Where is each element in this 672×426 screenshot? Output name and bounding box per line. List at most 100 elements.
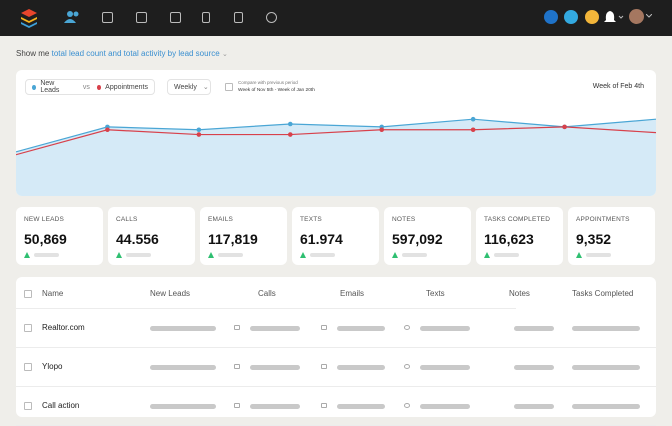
value-placeholder [514,404,554,409]
filter-line: Show me total lead count and total activ… [16,49,228,58]
trend-placeholder [494,253,519,257]
row-name[interactable]: Ylopo [42,362,63,371]
column-header[interactable]: New Leads [150,289,191,298]
channel-icon [234,364,240,369]
column-header[interactable]: Name [42,289,64,298]
compare-label: Compare with previous period [238,80,298,85]
stat-label: TASKS COMPLETED [484,216,551,223]
legend-vs: vs [82,83,90,91]
filter-prefix: Show me [16,49,50,58]
value-placeholder [572,404,640,409]
value-placeholder [150,326,216,331]
row-divider [16,347,656,348]
channel-icon [404,325,410,330]
series-line [16,126,656,156]
compare-range: Week of Nov 5th - Week of Jan 20th [238,88,315,93]
column-header[interactable]: Emails [340,289,365,298]
stat-card: NOTES 597,092 [384,207,471,265]
channel-icon [321,325,327,330]
trend-placeholder [34,253,59,257]
legend-first: New Leads [40,80,60,94]
trend-up-icon [24,252,30,258]
value-placeholder [337,365,385,370]
avatar[interactable] [629,9,644,24]
legend-dot [96,84,102,90]
avatar-caret [646,14,652,18]
mail-icon[interactable] [585,10,599,24]
stat-label: EMAILS [208,216,234,223]
people-icon[interactable] [64,10,80,24]
value-placeholder [572,326,640,331]
channel-icon [234,325,240,330]
value-placeholder [337,326,385,331]
interval-caret: ⌄ [202,84,209,91]
current-week: Week of Feb 4th [592,83,644,90]
inbox-icon[interactable] [102,12,113,23]
report-icon[interactable] [234,12,243,23]
chat-icon[interactable] [564,10,578,24]
chart-card: New Leads vs Appointments Weekly ⌄ Compa… [16,70,656,196]
row-name[interactable]: Call action [42,401,80,410]
value-placeholder [420,365,470,370]
point [287,132,293,137]
value-placeholder [250,326,300,331]
header-checkbox[interactable] [24,290,32,298]
point [105,127,110,133]
point [287,121,293,127]
stat-card: EMAILS 117,819 [200,207,287,265]
page: Show me total lead count and total activ… [0,0,672,417]
value-placeholder [337,404,385,409]
value-placeholder [250,365,300,370]
value-placeholder [514,365,554,370]
clipboard-icon[interactable] [202,12,210,23]
channel-icon [404,403,410,408]
stat-value: 116,623 [484,231,534,247]
stat-card: NEW LEADS 50,869 [16,207,103,265]
stat-value: 9,352 [576,231,612,247]
column-header[interactable]: Texts [426,289,445,298]
row-divider [16,386,656,387]
trend-up-icon [116,252,122,258]
row-checkbox[interactable] [24,402,32,410]
column-header[interactable]: Calls [258,289,276,298]
legend-pill[interactable]: New Leads vs Appointments [25,79,155,95]
stat-label: APPOINTMENTS [576,216,630,223]
interval-select[interactable]: Weekly ⌄ [167,79,211,95]
compare-checkbox[interactable] [225,83,233,91]
interval-label: Weekly [174,83,197,91]
series-line [16,118,656,153]
trend-placeholder [310,253,335,257]
trend-up-icon [576,252,582,258]
trend-placeholder [402,253,427,257]
channel-icon [321,403,327,408]
legend-second: Appointments [105,83,148,91]
filter-selection[interactable]: total lead count and total activity by l… [51,49,220,58]
header-divider [16,308,516,309]
tasks-icon[interactable] [136,12,147,23]
stat-value: 50,869 [24,231,67,247]
phone-icon[interactable] [544,10,558,24]
settings-icon[interactable] [266,12,277,23]
bell-icon[interactable] [604,9,624,25]
trend-placeholder [586,253,611,257]
stat-value: 61.974 [300,231,343,247]
stat-label: TEXTS [300,216,322,223]
legend-dot [32,84,37,90]
row-checkbox[interactable] [24,324,32,332]
trend-placeholder [218,253,243,257]
stat-label: NOTES [392,216,416,223]
stat-card: CALLS 44.556 [108,207,195,265]
column-header[interactable]: Notes [509,289,530,298]
channel-icon [404,364,410,369]
stat-value: 117,819 [208,231,258,247]
column-header[interactable]: Tasks Completed [572,289,634,298]
stat-card: TEXTS 61.974 [292,207,379,265]
row-checkbox[interactable] [24,363,32,371]
value-placeholder [150,404,216,409]
trend-up-icon [300,252,306,258]
row-name[interactable]: Realtor.com [42,323,85,332]
filter-caret: ⌄ [221,51,228,58]
value-placeholder [514,326,554,331]
stat-value: 44.556 [116,231,159,247]
calendar-icon[interactable] [170,12,181,23]
